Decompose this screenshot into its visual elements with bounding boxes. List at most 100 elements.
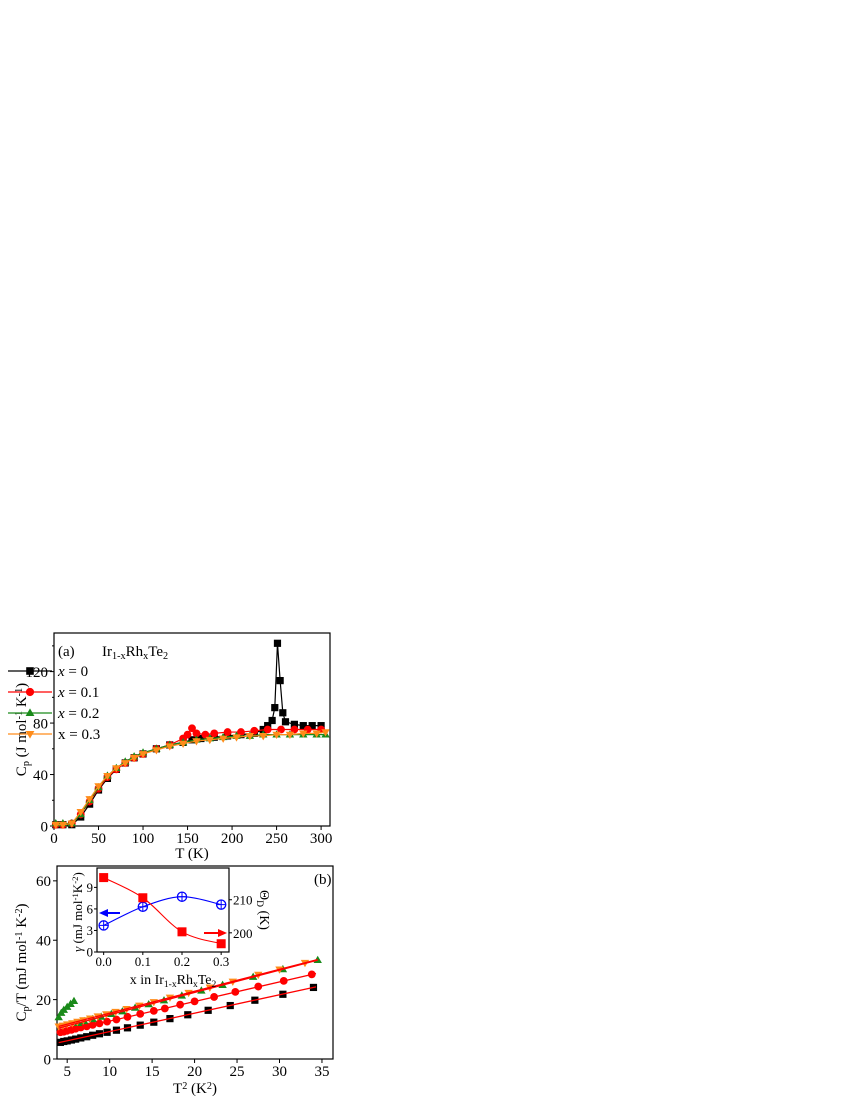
panel-label: (a) xyxy=(58,644,75,660)
chart-title: Ir1-xRhxTe2 xyxy=(102,644,168,662)
data-point xyxy=(121,760,130,768)
label-part: C xyxy=(14,766,30,776)
y-tick-label: 0 xyxy=(41,819,49,835)
legend-var: x xyxy=(57,706,65,722)
x-tick-label: 200 xyxy=(221,831,244,847)
label-part: K xyxy=(70,883,85,893)
data-point xyxy=(67,820,77,828)
label-part: (J mol xyxy=(14,719,30,761)
fit-line xyxy=(58,958,318,1027)
x-tick-label: 15 xyxy=(145,1064,160,1080)
y-axis-label: Cp (J mol-1 K-1) xyxy=(14,683,32,776)
fit-line xyxy=(58,986,317,1044)
data-point xyxy=(281,718,290,726)
data-point xyxy=(94,783,103,791)
label-part: -2 xyxy=(70,876,80,883)
data-point xyxy=(259,733,268,741)
label-part: -1 xyxy=(70,893,80,900)
inset-x-axis-label: x in Ir1-xRhxTe2 xyxy=(130,973,217,990)
y-tick-label: 80 xyxy=(33,716,48,732)
data-point xyxy=(312,730,321,738)
label-part: (K xyxy=(187,1081,207,1097)
x-tick-label: 50 xyxy=(91,831,106,847)
label-part: -1 xyxy=(14,932,25,941)
legend-item: x = 0.3 xyxy=(8,727,100,743)
label-part: ) xyxy=(212,1081,217,1097)
data-point xyxy=(165,743,174,751)
data-point xyxy=(299,730,308,738)
data-point xyxy=(152,747,161,755)
y-tick-label: 3 xyxy=(87,923,94,938)
series-line xyxy=(55,734,326,825)
label-part: 2 xyxy=(207,1081,212,1092)
label-part: Ir xyxy=(102,644,112,660)
data-point xyxy=(273,639,282,647)
label-part: p xyxy=(21,1006,32,1011)
x-tick-label: 0.2 xyxy=(174,954,190,969)
legend: x = 0 x = 0.1 x = 0.2 x = 0.3 xyxy=(8,664,100,743)
label-part: Θ xyxy=(256,890,271,900)
y2-tick-label: 210 xyxy=(233,893,253,908)
legend-label: x = 0.1 xyxy=(57,685,99,701)
label-part: (mJ mol xyxy=(70,900,85,947)
data-point xyxy=(188,724,196,733)
data-point xyxy=(205,736,215,745)
x-tick-label: 0.3 xyxy=(213,954,229,969)
inset-data-point xyxy=(177,927,187,937)
label-part: -1 xyxy=(14,711,25,720)
inset-data-point xyxy=(138,893,148,903)
y-tick-label: 40 xyxy=(33,768,48,784)
data-point xyxy=(103,772,112,781)
label-part: 1-x xyxy=(112,651,126,662)
data-point xyxy=(201,730,210,739)
series-line xyxy=(55,731,326,826)
x-tick-label: 0 xyxy=(50,831,58,847)
data-point xyxy=(299,722,307,730)
data-point xyxy=(69,996,79,1004)
data-point xyxy=(54,1013,63,1021)
x-axis-label: T2 (K2) xyxy=(173,1081,217,1098)
legend-var: x xyxy=(57,685,65,701)
inset-background xyxy=(97,868,229,952)
data-point xyxy=(245,733,255,741)
label-part: 2 xyxy=(212,980,217,990)
x-tick-label: 0.0 xyxy=(96,954,112,969)
data-point xyxy=(58,821,68,830)
label-part: K xyxy=(14,696,30,711)
inset-curve xyxy=(103,877,222,945)
data-point xyxy=(85,796,94,804)
data-point xyxy=(197,734,205,743)
marker-cross xyxy=(99,920,109,931)
inset-series-0 xyxy=(98,891,227,931)
legend-item: x = 0.2 xyxy=(8,706,99,722)
x-tick-label: 150 xyxy=(176,831,199,847)
label-part: 1-x xyxy=(164,980,177,990)
label-part: 2 xyxy=(182,1081,187,1092)
label-part: /T (mJ mol xyxy=(14,940,30,1006)
y-tick-label: 0 xyxy=(87,945,94,960)
label-part: x xyxy=(193,980,198,990)
data-point xyxy=(263,725,272,734)
data-point xyxy=(192,738,201,746)
data-point xyxy=(192,729,201,738)
label-part: x in Ir xyxy=(130,973,165,988)
data-point xyxy=(232,734,241,742)
data-point xyxy=(178,740,188,749)
label-part: K xyxy=(14,917,30,932)
data-point xyxy=(223,728,232,736)
legend-marker xyxy=(25,708,35,717)
x-axis-label: T (K) xyxy=(175,846,208,862)
legend-label: x = 0.2 xyxy=(57,706,99,722)
plot-frame xyxy=(96,867,230,953)
marker-cross xyxy=(177,892,187,902)
legend-item: x = 0 xyxy=(8,664,88,680)
series-3 xyxy=(51,729,330,830)
inset-data-point xyxy=(176,891,188,902)
y-tick-label: 40 xyxy=(36,933,51,949)
x-tick-label: 35 xyxy=(314,1064,329,1080)
data-point xyxy=(279,709,287,717)
data-point xyxy=(129,754,139,763)
marker-cross xyxy=(138,902,148,912)
label-part: D xyxy=(255,900,265,907)
inset-y-axis-label: γ (mJ mol-1K-2) xyxy=(70,872,85,952)
